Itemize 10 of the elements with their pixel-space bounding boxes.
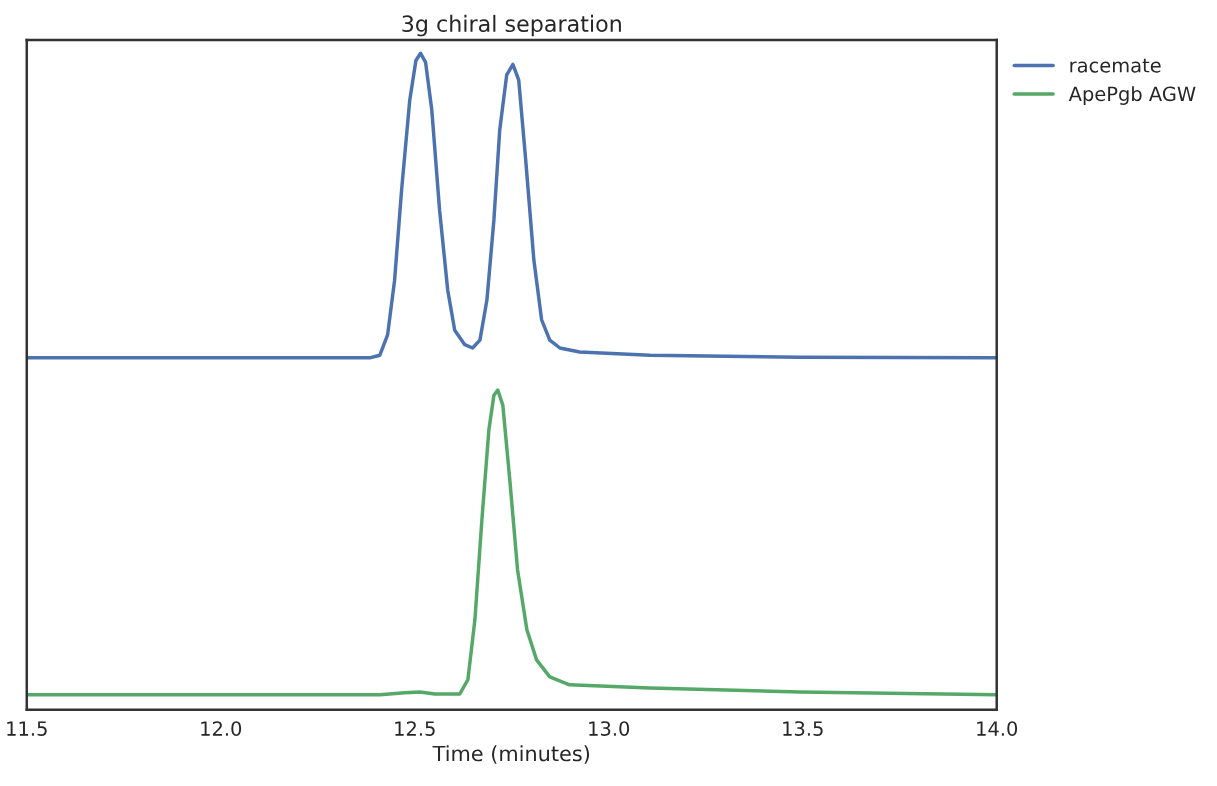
x-tick-label: 13.0 bbox=[589, 721, 630, 736]
chart-title: 3g chiral separation bbox=[402, 14, 621, 37]
x-tick-label: 12.0 bbox=[201, 721, 242, 736]
x-tick-label: 11.5 bbox=[7, 721, 47, 736]
x-tick-label: 13.5 bbox=[783, 721, 823, 736]
legend-label: racemate bbox=[1070, 58, 1161, 73]
x-tick-label: 14.0 bbox=[977, 721, 1018, 736]
legend-label: ApePgb AGW bbox=[1068, 86, 1196, 105]
x-axis-title: Time (minutes) bbox=[432, 745, 590, 764]
x-tick-label: 12.5 bbox=[395, 721, 435, 736]
